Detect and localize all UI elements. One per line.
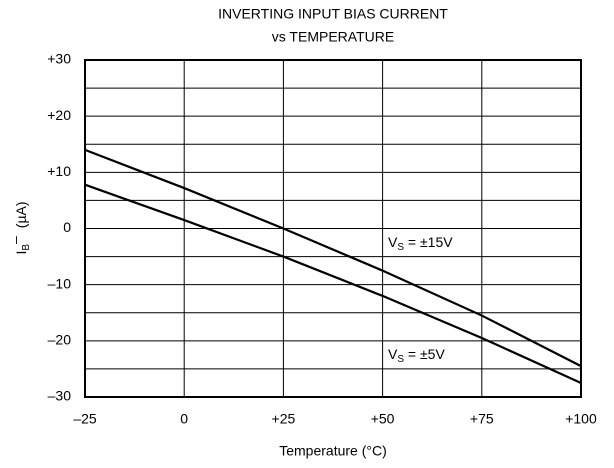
chart-title: INVERTING INPUT BIAS CURRENT: [218, 6, 448, 22]
y-label-base: I: [13, 251, 29, 255]
y-tick-label: +20: [47, 107, 71, 123]
series-line: [84, 148, 582, 368]
x-axis-label: Temperature (°C): [279, 443, 387, 459]
x-tick-label: +25: [272, 411, 296, 427]
label-base: V: [388, 346, 398, 362]
y-label-sup: –: [7, 236, 23, 244]
label-text: = ±15V: [404, 234, 453, 250]
x-tick-label: +50: [371, 411, 395, 427]
x-tick-label: 0: [180, 411, 188, 427]
label-base: V: [388, 234, 398, 250]
chart-subtitle: vs TEMPERATURE: [272, 29, 394, 45]
y-tick-label: –20: [48, 332, 72, 348]
y-label-sub: B: [21, 244, 32, 251]
x-tick-label: +75: [470, 411, 494, 427]
y-tick-label: 0: [63, 219, 71, 235]
y-axis-label: IB– (µA): [7, 201, 32, 254]
x-tick-label: +100: [565, 411, 597, 427]
series-label: VS = ±15V: [388, 234, 453, 253]
y-label-unit: (µA): [13, 201, 29, 228]
y-tick-label: –10: [48, 275, 72, 291]
label-sub: S: [397, 354, 404, 365]
y-tick-label: –30: [48, 388, 72, 404]
label-text: = ±5V: [404, 346, 445, 362]
y-tick-label: +30: [47, 51, 71, 67]
label-sub: S: [397, 242, 404, 253]
series-label: VS = ±5V: [388, 346, 445, 365]
y-tick-label: +10: [47, 163, 71, 179]
plot-frame: [84, 59, 582, 398]
x-tick-label: –25: [73, 411, 97, 427]
series-line: [84, 183, 582, 384]
